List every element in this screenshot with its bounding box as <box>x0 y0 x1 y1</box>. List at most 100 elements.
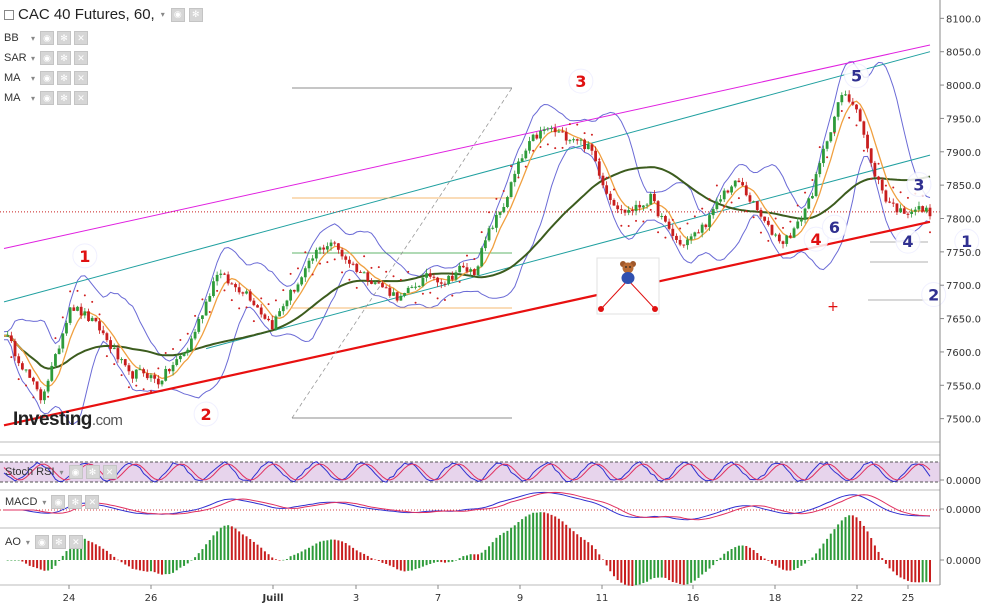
close-icon[interactable]: ✕ <box>102 465 117 479</box>
title-gear-icon[interactable]: ✻ <box>188 7 203 22</box>
candle-body <box>862 121 866 135</box>
chevron-down-icon[interactable]: ▾ <box>59 467 64 477</box>
candle-body <box>788 235 792 238</box>
eye-icon[interactable]: ◉ <box>40 51 55 65</box>
ao-bar <box>120 560 123 563</box>
candle-body <box>528 141 531 151</box>
gear-icon[interactable]: ✻ <box>57 51 72 65</box>
candle-body <box>57 348 61 355</box>
candle-body <box>300 277 304 285</box>
candle-body <box>583 139 586 150</box>
eye-icon[interactable]: ◉ <box>68 465 83 479</box>
ao-bar <box>679 560 682 585</box>
eye-icon[interactable]: ◉ <box>40 71 55 85</box>
sar-dot <box>25 384 28 387</box>
gear-icon[interactable]: ✻ <box>68 495 83 509</box>
candlesticks <box>6 90 932 405</box>
ao-bar <box>477 554 480 560</box>
candle-body <box>458 265 462 273</box>
ao-bar <box>770 560 773 564</box>
indicator-row-ma-1: MA ▾ ◉ ✻ ✕ <box>4 71 89 85</box>
candle-body <box>450 275 454 280</box>
gear-icon[interactable]: ✻ <box>57 31 72 45</box>
ao-bar <box>80 539 83 560</box>
gear-icon[interactable]: ✻ <box>51 535 66 549</box>
ao-bar <box>550 514 553 560</box>
chevron-down-icon[interactable]: ▾ <box>31 93 36 103</box>
y-tick-label: 7500.0 <box>946 415 981 426</box>
close-icon[interactable]: ✕ <box>74 91 89 105</box>
ao-bar <box>197 553 200 560</box>
sar-dot <box>855 124 858 127</box>
ao-bar <box>712 560 715 566</box>
candle-body <box>215 274 219 282</box>
ao-bar <box>260 547 263 560</box>
close-icon[interactable]: ✕ <box>68 535 83 549</box>
candle-body <box>348 259 351 264</box>
candle-body <box>653 193 656 202</box>
chevron-down-icon[interactable]: ▾ <box>42 497 47 507</box>
candle-body <box>759 209 763 217</box>
eye-icon[interactable]: ◉ <box>40 91 55 105</box>
ao-bar <box>513 525 516 560</box>
candle-body <box>17 356 21 364</box>
ao-bar <box>609 560 612 572</box>
close-icon[interactable]: ✕ <box>85 495 100 509</box>
candle-body <box>406 287 410 294</box>
chevron-down-icon[interactable]: ▾ <box>31 73 36 83</box>
gear-icon[interactable]: ✻ <box>57 71 72 85</box>
teddy-bear-icon <box>620 261 636 284</box>
sar-dot <box>267 303 270 306</box>
ao-bar <box>532 512 535 560</box>
sar-dot <box>605 176 608 179</box>
candle-body <box>20 363 24 370</box>
sar-dot <box>723 205 726 208</box>
ao-bar <box>168 560 171 575</box>
candle-body <box>531 134 535 142</box>
title-dropdown-icon[interactable]: ▾ <box>160 10 165 19</box>
sar-dot <box>774 217 777 220</box>
candle-body <box>112 348 116 350</box>
stoch-rsi-panel <box>0 461 940 483</box>
sar-dot <box>142 388 145 391</box>
sar-dot <box>245 306 248 309</box>
close-icon[interactable]: ✕ <box>74 31 89 45</box>
candle-body <box>542 129 546 131</box>
ao-bar <box>583 539 586 560</box>
candle-body <box>924 207 928 212</box>
ao-bar <box>859 520 862 560</box>
chevron-down-icon[interactable]: ▾ <box>31 53 36 63</box>
ao-bar <box>660 560 663 578</box>
candle-body <box>649 193 653 205</box>
gear-icon[interactable]: ✻ <box>57 91 72 105</box>
ao-bar <box>105 550 108 560</box>
gear-icon[interactable]: ✻ <box>85 465 100 479</box>
teddy-bear-annotation[interactable] <box>596 257 660 315</box>
ao-bar <box>910 560 913 583</box>
close-icon[interactable]: ✕ <box>74 51 89 65</box>
ao-bar <box>631 560 634 587</box>
candle-body <box>87 311 90 322</box>
x-tick-label: 24 <box>63 593 76 604</box>
ao-bar <box>61 555 64 560</box>
close-icon[interactable]: ✕ <box>74 71 89 85</box>
candle-body <box>796 221 800 229</box>
ao-bar <box>557 518 560 560</box>
ao-bar <box>601 559 604 560</box>
eye-icon[interactable]: ◉ <box>51 495 66 509</box>
ao-bar <box>440 560 443 563</box>
ao-panel <box>6 512 931 587</box>
candle-body <box>921 206 925 212</box>
chevron-down-icon[interactable]: ▾ <box>25 537 30 547</box>
candle-body <box>259 307 263 315</box>
ao-bar <box>469 554 472 560</box>
x-tick-label: 3 <box>353 593 359 604</box>
title-checkbox[interactable] <box>4 9 14 20</box>
chevron-down-icon[interactable]: ▾ <box>31 33 36 43</box>
candle-body <box>447 275 451 284</box>
title-eye-icon[interactable]: ◉ <box>170 7 185 22</box>
eye-icon[interactable]: ◉ <box>40 31 55 45</box>
sar-dot <box>186 332 189 335</box>
eye-icon[interactable]: ◉ <box>34 535 49 549</box>
